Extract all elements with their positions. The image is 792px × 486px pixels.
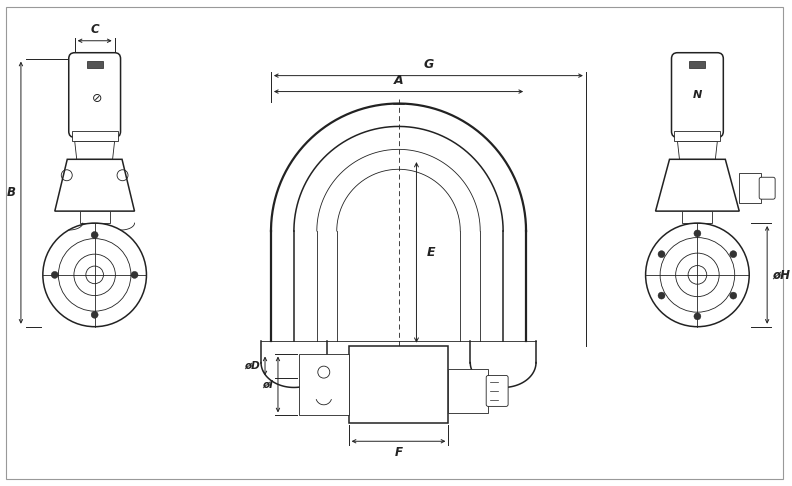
Polygon shape [55, 159, 135, 211]
Bar [348, 346, 448, 423]
Text: G: G [423, 58, 433, 70]
Text: øD: øD [244, 361, 260, 371]
Polygon shape [74, 141, 115, 159]
Bar [80, 211, 109, 223]
Circle shape [51, 271, 59, 278]
Bar [690, 61, 706, 68]
FancyBboxPatch shape [69, 52, 120, 138]
Circle shape [729, 251, 737, 258]
Text: C: C [90, 23, 99, 36]
Text: B: B [7, 186, 16, 199]
Text: øH: øH [772, 268, 790, 281]
Text: A: A [394, 73, 403, 87]
Text: $\oslash$: $\oslash$ [91, 91, 102, 104]
Bar [72, 131, 117, 141]
Text: E: E [426, 246, 435, 259]
Circle shape [91, 312, 98, 318]
Bar [739, 173, 761, 203]
Circle shape [658, 292, 665, 299]
Bar [675, 131, 721, 141]
FancyBboxPatch shape [486, 376, 508, 406]
Circle shape [131, 271, 138, 278]
Bar [299, 354, 348, 416]
FancyBboxPatch shape [760, 177, 775, 199]
Text: F: F [394, 446, 402, 459]
Bar [683, 211, 712, 223]
FancyBboxPatch shape [672, 52, 723, 138]
Circle shape [91, 231, 98, 239]
Bar [448, 368, 488, 414]
Circle shape [694, 313, 701, 320]
Polygon shape [677, 141, 718, 159]
Polygon shape [656, 159, 739, 211]
Text: N: N [693, 90, 702, 100]
Circle shape [729, 292, 737, 299]
Text: øI: øI [262, 380, 273, 389]
Circle shape [658, 251, 665, 258]
Bar [86, 61, 103, 68]
Circle shape [694, 230, 701, 237]
